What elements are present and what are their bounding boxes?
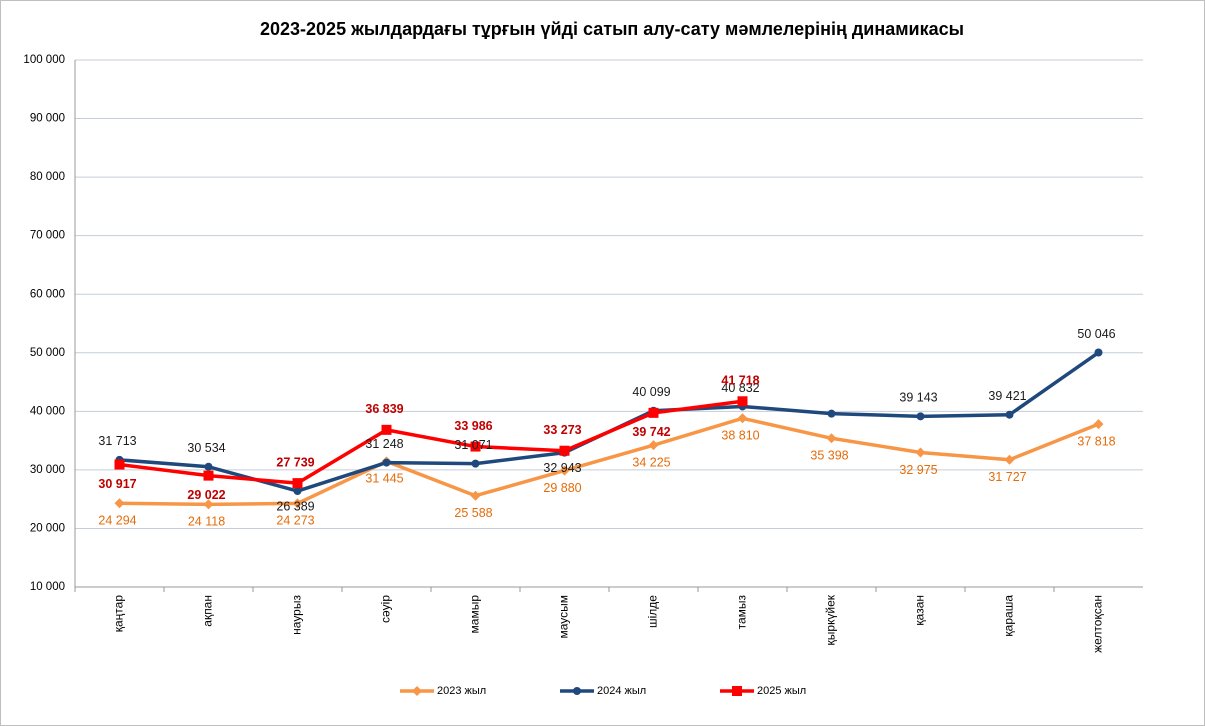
marker: [737, 396, 748, 407]
y-tick-label: 20 000: [30, 522, 65, 534]
series-line: [119, 416, 1100, 507]
x-tick-label: қазан: [913, 595, 927, 626]
data-label: 30 917: [98, 477, 136, 491]
data-label: 36 839: [365, 402, 403, 416]
y-tick-label: 90 000: [30, 113, 65, 125]
data-label: 32 943: [543, 461, 581, 475]
y-tick-label: 10 000: [30, 581, 65, 593]
marker: [916, 412, 925, 421]
y-tick-label: 80 000: [30, 171, 65, 183]
data-label: 24 294: [98, 514, 136, 528]
data-label: 33 986: [454, 419, 492, 433]
y-tick-label: 70 000: [30, 230, 65, 242]
marker: [292, 478, 303, 489]
data-label: 40 832: [721, 381, 759, 395]
marker: [732, 686, 742, 696]
marker: [204, 462, 213, 471]
marker: [412, 686, 422, 696]
marker: [737, 413, 748, 424]
data-label: 32 975: [899, 463, 937, 477]
marker: [203, 499, 214, 510]
data-label: 31 248: [365, 437, 403, 451]
data-label: 25 588: [454, 506, 492, 520]
marker: [915, 447, 926, 458]
data-label: 41 718: [721, 374, 759, 388]
x-tick-label: қаңтар: [112, 595, 126, 633]
marker: [1094, 348, 1103, 357]
marker: [471, 459, 480, 468]
y-tick-label: 60 000: [30, 288, 65, 300]
x-tick-label: ақпан: [201, 595, 215, 627]
data-label: 31 713: [98, 434, 136, 448]
marker: [382, 458, 391, 467]
y-tick-label: 50 000: [30, 347, 65, 359]
x-tick-label: желтоқсан: [1091, 595, 1105, 653]
y-tick-label: 40 000: [30, 405, 65, 417]
x-tick-label: қараша: [1002, 595, 1016, 637]
marker: [470, 441, 481, 452]
marker: [1093, 419, 1104, 430]
legend-label: 2023 жыл: [437, 685, 486, 697]
data-label: 29 880: [543, 481, 581, 495]
marker: [203, 470, 214, 481]
data-label: 30 534: [187, 441, 225, 455]
marker: [292, 498, 303, 509]
marker: [648, 407, 659, 418]
data-label: 31 071: [454, 438, 492, 452]
data-label: 24 118: [188, 515, 225, 529]
data-label: 39 421: [988, 389, 1026, 403]
chart-title: 2023-2025 жылдардағы тұрғын үйді сатып а…: [260, 19, 964, 39]
data-label: 27 739: [276, 455, 314, 469]
data-label: 50 046: [1077, 327, 1115, 341]
x-tick-label: наурыз: [290, 595, 304, 635]
series-line: [119, 399, 743, 485]
x-tick-label: сәуір: [379, 595, 393, 623]
marker: [114, 459, 125, 470]
x-tick-label: маусым: [557, 595, 571, 639]
marker: [293, 487, 302, 496]
marker: [559, 465, 570, 476]
data-label: 38 810: [721, 429, 759, 443]
marker: [648, 440, 659, 451]
data-label: 39 742: [632, 425, 670, 439]
data-label: 31 727: [988, 470, 1026, 484]
data-label: 37 818: [1077, 434, 1115, 448]
marker: [1004, 454, 1015, 465]
marker: [1005, 410, 1014, 419]
y-tick-label: 30 000: [30, 464, 65, 476]
legend-label: 2025 жыл: [757, 685, 806, 697]
data-label: 24 273: [276, 514, 314, 528]
data-label: 33 273: [543, 423, 581, 437]
marker: [827, 409, 836, 418]
data-label: 34 225: [632, 455, 670, 469]
x-tick-label: мамыр: [468, 595, 482, 634]
marker: [573, 687, 581, 695]
data-label: 31 445: [365, 472, 403, 486]
marker: [826, 433, 837, 444]
x-tick-label: тамыз: [735, 595, 749, 630]
marker: [470, 490, 481, 501]
legend-label: 2024 жыл: [597, 685, 646, 697]
marker: [381, 424, 392, 435]
y-tick-label: 100 000: [23, 54, 65, 66]
data-label: 35 398: [810, 449, 848, 463]
marker: [114, 498, 125, 509]
x-tick-label: қыркүйек: [824, 594, 838, 645]
marker: [559, 445, 570, 456]
data-label: 29 022: [187, 488, 225, 502]
data-label: 40 099: [632, 385, 670, 399]
data-label: 26 389: [276, 499, 314, 513]
x-tick-label: шілде: [646, 595, 660, 628]
data-label: 39 143: [899, 391, 937, 405]
